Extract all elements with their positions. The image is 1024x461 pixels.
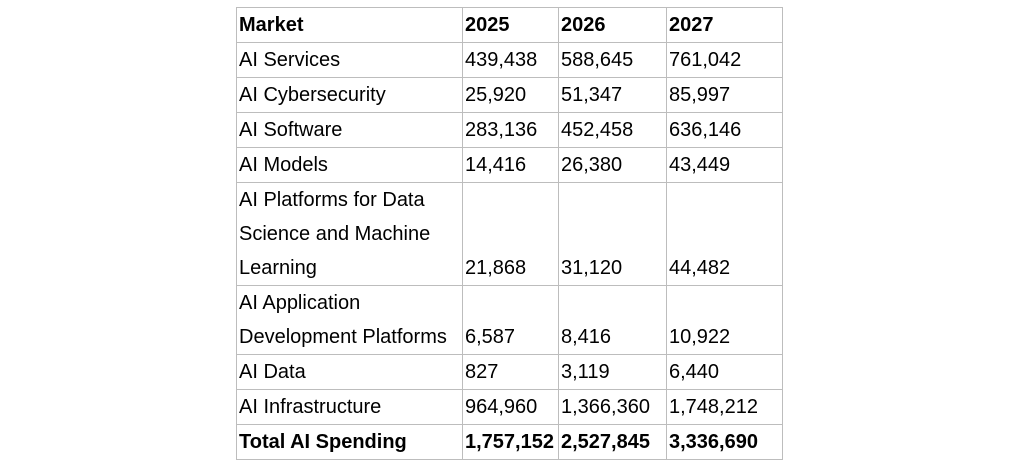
market-cell: AI Data xyxy=(236,354,463,390)
value-2027-cell: 761,042 xyxy=(666,42,783,78)
table-row: AI Software 283,136 452,458 636,146 xyxy=(236,112,783,148)
value-2027-cell: 85,997 xyxy=(666,77,783,113)
value-2025-cell: 964,960 xyxy=(462,389,559,425)
table-row: AI Data 827 3,119 6,440 xyxy=(236,354,783,390)
value-2025-cell: 25,920 xyxy=(462,77,559,113)
header-row: Market 2025 2026 2027 xyxy=(236,7,783,43)
value-2025-cell: 283,136 xyxy=(462,112,559,148)
market-cell: AI Models xyxy=(236,147,463,183)
value-2027-cell: 6,440 xyxy=(666,354,783,390)
header-market: Market xyxy=(236,7,463,43)
table-row: AI Services 439,438 588,645 761,042 xyxy=(236,42,783,78)
table-row: AI Models 14,416 26,380 43,449 xyxy=(236,147,783,183)
market-cell: AI Services xyxy=(236,42,463,78)
market-cell: AI Infrastructure xyxy=(236,389,463,425)
market-cell: AI Cybersecurity xyxy=(236,77,463,113)
value-2027-cell: 43,449 xyxy=(666,147,783,183)
total-2027-cell: 3,336,690 xyxy=(666,424,783,460)
value-2025-cell: 6,587 xyxy=(462,285,559,355)
value-2026-cell: 8,416 xyxy=(558,285,667,355)
total-label-cell: Total AI Spending xyxy=(236,424,463,460)
value-2027-cell: 44,482 xyxy=(666,182,783,286)
total-2026-cell: 2,527,845 xyxy=(558,424,667,460)
value-2025-cell: 827 xyxy=(462,354,559,390)
ai-spending-table: Market 2025 2026 2027 AI Services 439,43… xyxy=(236,7,783,460)
value-2025-cell: 14,416 xyxy=(462,147,559,183)
total-2025-cell: 1,757,152 xyxy=(462,424,559,460)
market-cell: AI Platforms for Data Science and Machin… xyxy=(236,182,463,286)
value-2026-cell: 31,120 xyxy=(558,182,667,286)
value-2026-cell: 3,119 xyxy=(558,354,667,390)
header-2025: 2025 xyxy=(462,7,559,43)
spending-table-container: Market 2025 2026 2027 AI Services 439,43… xyxy=(236,7,783,460)
market-cell: AI Application Development Platforms xyxy=(236,285,463,355)
value-2027-cell: 1,748,212 xyxy=(666,389,783,425)
table-row: AI Platforms for Data Science and Machin… xyxy=(236,182,783,286)
table-row: AI Application Development Platforms 6,5… xyxy=(236,285,783,355)
value-2025-cell: 21,868 xyxy=(462,182,559,286)
value-2027-cell: 10,922 xyxy=(666,285,783,355)
header-2026: 2026 xyxy=(558,7,667,43)
value-2026-cell: 588,645 xyxy=(558,42,667,78)
total-row: Total AI Spending 1,757,152 2,527,845 3,… xyxy=(236,424,783,460)
market-cell: AI Software xyxy=(236,112,463,148)
value-2026-cell: 26,380 xyxy=(558,147,667,183)
header-2027: 2027 xyxy=(666,7,783,43)
table-row: AI Cybersecurity 25,920 51,347 85,997 xyxy=(236,77,783,113)
table-row: AI Infrastructure 964,960 1,366,360 1,74… xyxy=(236,389,783,425)
value-2027-cell: 636,146 xyxy=(666,112,783,148)
value-2026-cell: 1,366,360 xyxy=(558,389,667,425)
value-2026-cell: 452,458 xyxy=(558,112,667,148)
value-2025-cell: 439,438 xyxy=(462,42,559,78)
value-2026-cell: 51,347 xyxy=(558,77,667,113)
